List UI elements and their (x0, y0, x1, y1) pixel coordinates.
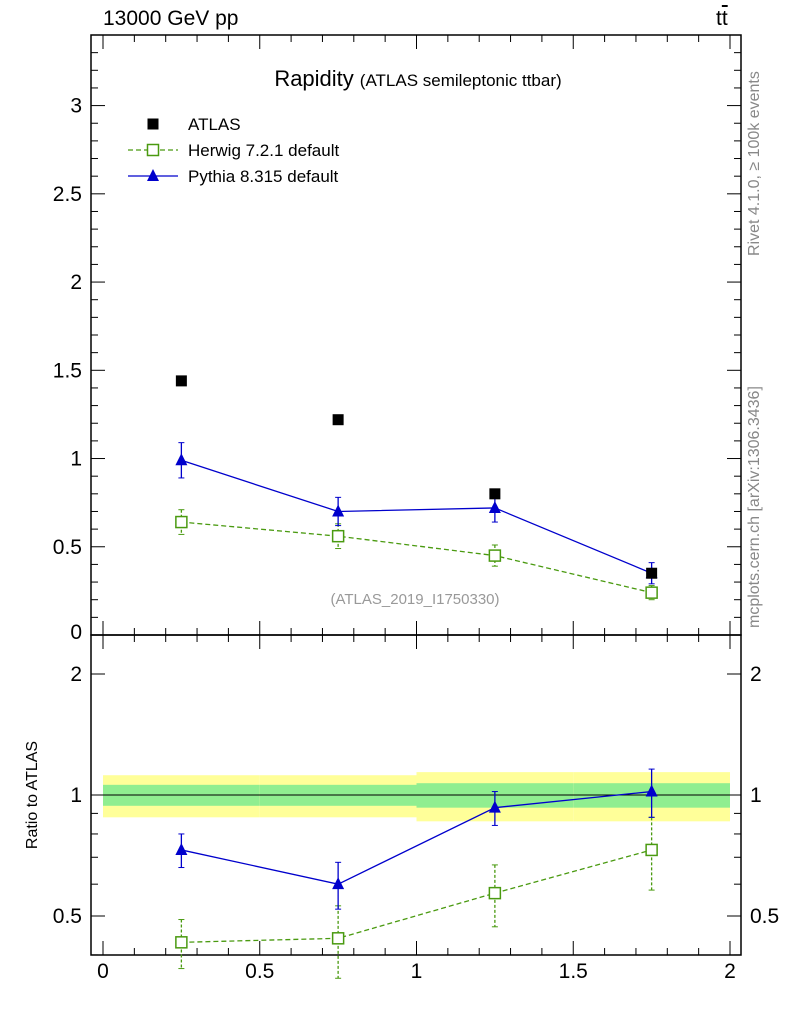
ratio-ytick-label-right: 0.5 (750, 905, 779, 928)
ratio-pythia-point (175, 842, 188, 855)
ratio-ytick-label-left: 1 (70, 784, 82, 807)
main-ytick-label: 2.5 (53, 183, 82, 206)
main-ytick-label: 0.5 (53, 536, 82, 559)
ratio-ytick-label-left: 0.5 (53, 905, 82, 928)
legend-label-2: Pythia 8.315 default (188, 167, 339, 186)
legend-marker-1 (146, 143, 160, 157)
ratio-ytick-label-right: 2 (750, 663, 762, 686)
ratio-xtick-label: 2 (724, 960, 736, 983)
main-herwig-point (331, 529, 345, 543)
ratio-pythia-point (332, 877, 345, 890)
ratio-ytick-label-right: 1 (750, 784, 762, 807)
ratio-herwig-point (488, 886, 502, 900)
ratio-pythia-point (488, 800, 501, 813)
process-label: tt (716, 7, 728, 31)
main-ytick-label: 1 (70, 448, 82, 471)
main-ytick-label: 1.5 (53, 359, 82, 382)
main-atlas-point (489, 488, 501, 500)
ratio-ytick-label-left: 2 (70, 663, 82, 686)
ratio-pythia-point (645, 784, 658, 797)
ratio-herwig-point (645, 843, 658, 857)
legend-marker-0 (147, 118, 159, 130)
chart-title: Rapidity (ATLAS semileptonic ttbar) (274, 66, 561, 91)
main-herwig-point (488, 549, 502, 562)
main-herwig-point (175, 515, 188, 529)
process-label-t: t (716, 7, 722, 30)
ratio-herwig-point (175, 936, 188, 949)
ratio-xtick-label: 0 (97, 960, 109, 983)
energy-label: 13000 GeV pp (103, 7, 239, 30)
main-pythia-line (181, 459, 652, 574)
ratio-herwig-point (331, 932, 345, 945)
main-atlas-point (332, 414, 344, 426)
legend-label-0: ATLAS (188, 115, 241, 134)
main-pythia-point (332, 504, 345, 517)
main-ytick-label: 3 (70, 95, 82, 118)
main-pythia-point (488, 500, 501, 513)
ratio-ylabel: Ratio to ATLAS (24, 741, 41, 849)
ratio-xtick-label: 0.5 (245, 960, 274, 983)
main-pythia-point (175, 453, 188, 466)
main-ytick-label: 0 (70, 621, 82, 644)
main-atlas-point (646, 567, 658, 579)
main-herwig-line (181, 521, 652, 594)
legend-label-1: Herwig 7.2.1 default (188, 141, 339, 160)
main-herwig-point (645, 586, 658, 599)
ratio-herwig-line (181, 849, 652, 943)
process-label-tbar: t (721, 7, 728, 30)
main-ytick-label: 2 (70, 271, 82, 294)
chart-subtitle: (ATLAS semileptonic ttbar) (360, 71, 562, 90)
ratio-xtick-label: 1 (411, 960, 423, 983)
main-atlas-point (175, 375, 187, 387)
legend-marker-2 (147, 169, 159, 181)
ratio-xtick-label: 1.5 (559, 960, 588, 983)
ratio-pythia-line (181, 790, 652, 885)
analysis-watermark: (ATLAS_2019_I1750330) (330, 591, 499, 608)
chart-title-main: Rapidity (274, 66, 353, 91)
